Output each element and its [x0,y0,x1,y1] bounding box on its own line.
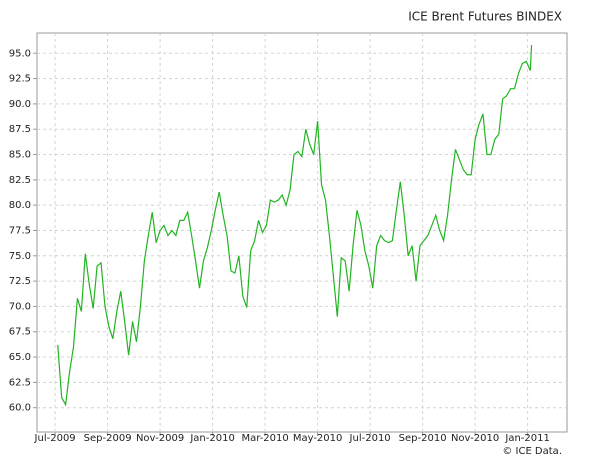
x-tick-label: Nov-2009 [136,433,184,444]
x-tick-label: Jan-2011 [504,433,549,444]
y-tick-label: 95.0 [9,48,31,59]
y-tick-label: 62.5 [9,377,31,388]
x-tick-label: Sep-2010 [399,433,447,444]
y-tick-label: 87.5 [9,124,31,135]
x-tick-label: Jul-2009 [34,433,76,444]
y-tick-label: 65.0 [9,352,31,363]
x-tick-label: Jan-2010 [189,433,234,444]
y-tick-label: 77.5 [9,225,31,236]
y-tick-label: 85.0 [9,150,31,161]
x-tick-label: Nov-2010 [451,433,499,444]
y-tick-label: 72.5 [9,276,31,287]
x-tick-label: Mar-2010 [241,433,288,444]
y-tick-label: 70.0 [9,301,31,312]
y-tick-label: 82.5 [9,175,31,186]
y-tick-label: 80.0 [9,200,31,211]
y-tick-label: 92.5 [9,74,31,85]
credit: © ICE Data. [502,446,562,457]
plot-frame [36,32,568,433]
y-tick-label: 90.0 [9,99,31,110]
x-tick-label: May-2010 [293,433,343,444]
x-tick-label: Sep-2009 [84,433,132,444]
y-tick-label: 60.0 [9,403,31,414]
chart-title: ICE Brent Futures BINDEX [408,10,562,24]
x-tick-label: Jul-2010 [349,433,391,444]
y-tick-label: 67.5 [9,327,31,338]
price-line [57,45,533,407]
y-tick-label: 75.0 [9,251,31,262]
